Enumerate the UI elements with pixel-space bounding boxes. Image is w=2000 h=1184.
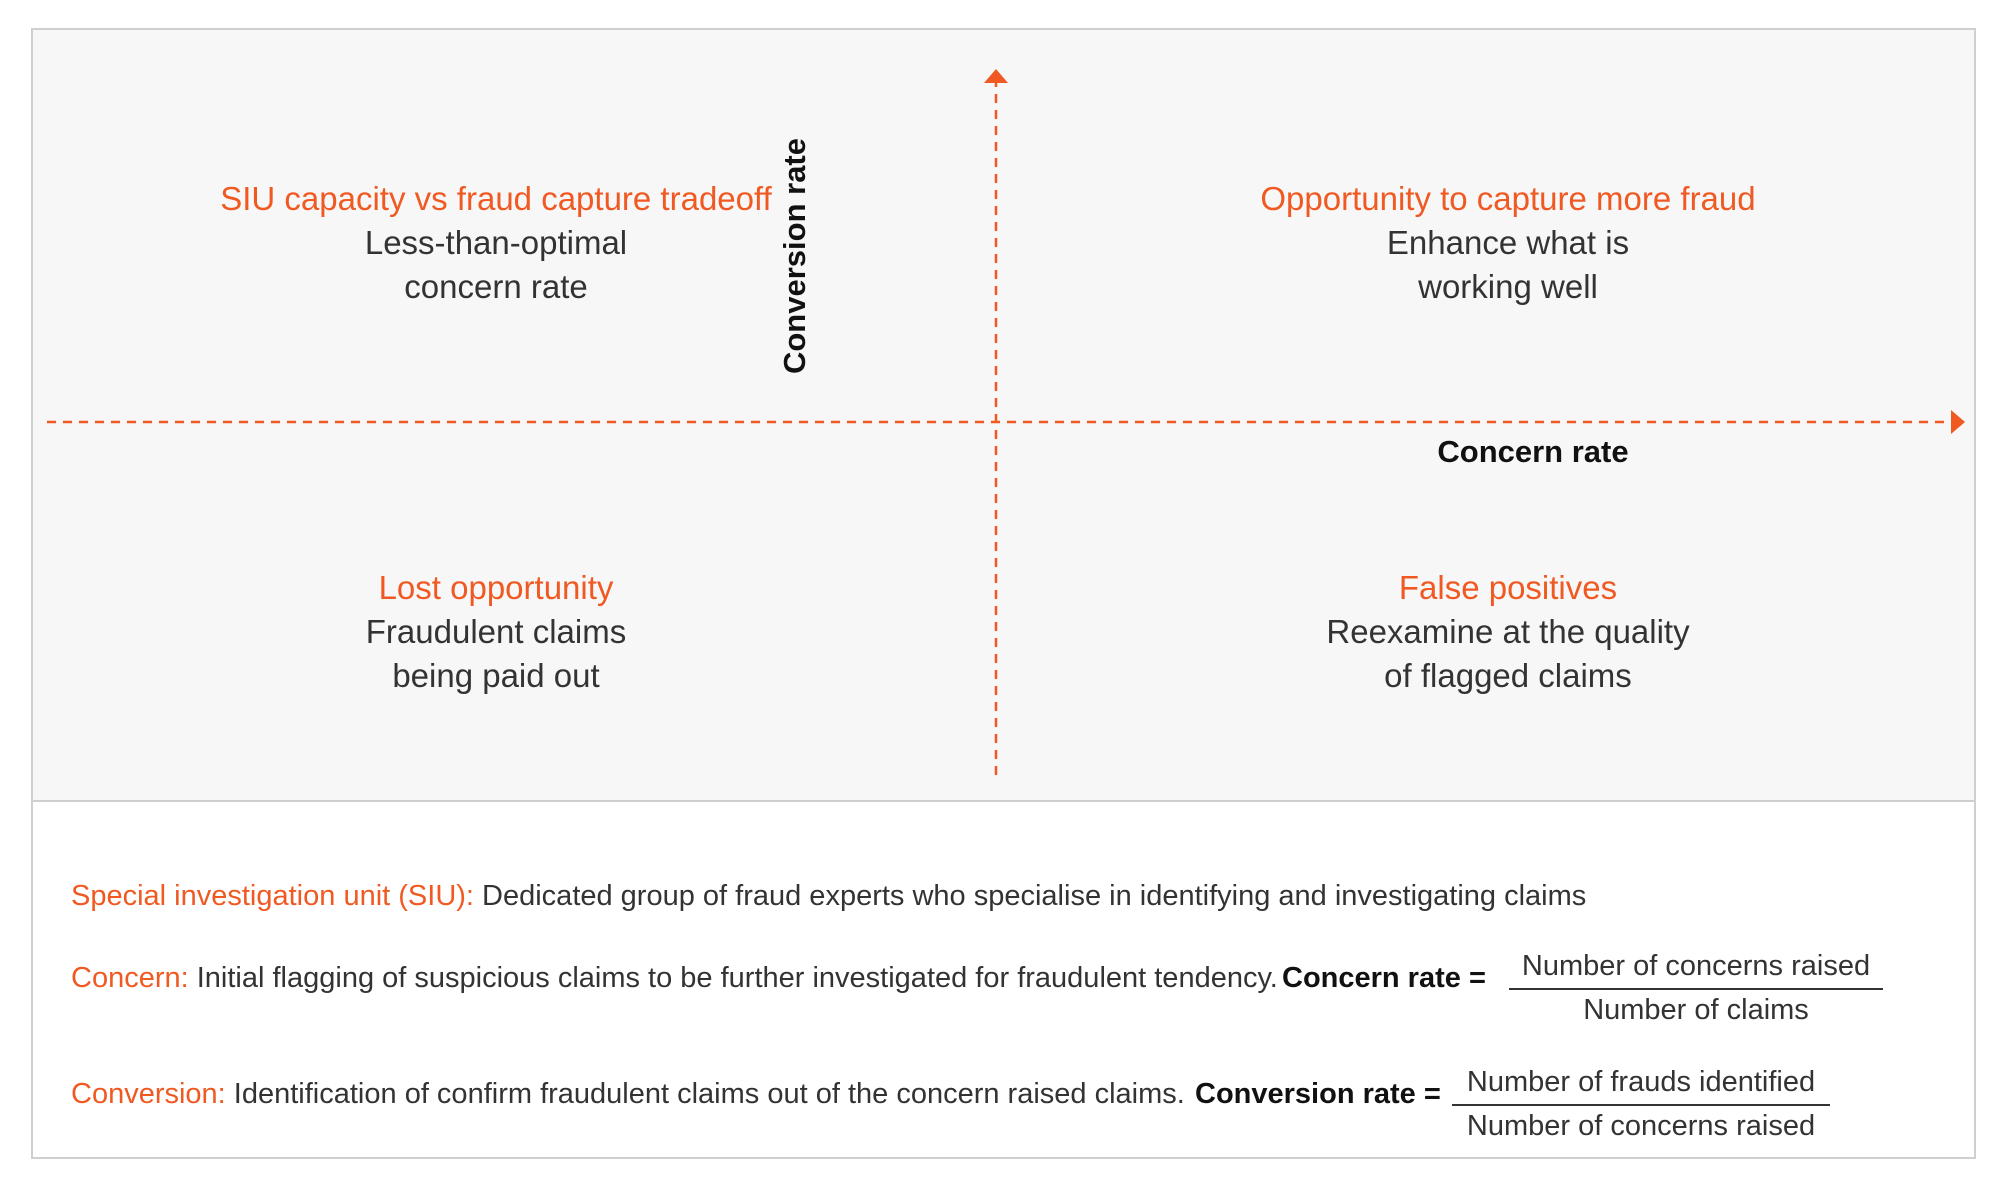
x-axis-label: Concern rate [1437, 434, 1629, 469]
quadrant-title: SIU capacity vs fraud capture tradeoff [220, 180, 772, 217]
definition-text: Dedicated group of fraud experts who spe… [473, 880, 1587, 912]
quadrant-top-left: SIU capacity vs fraud capture tradeoff L… [146, 177, 846, 309]
quadrant-title: Lost opportunity [378, 569, 614, 606]
fraction-numerator: Number of concerns raised [1509, 948, 1883, 990]
quadrant-bottom-left: Lost opportunity Fraudulent claims being… [146, 566, 846, 698]
quadrant-line: working well [1418, 268, 1598, 305]
quadrant-title: False positives [1398, 569, 1618, 606]
y-axis-arrow [984, 69, 1008, 83]
quadrant-line: being paid out [392, 657, 600, 694]
quadrant-panel: Conversion rate Concern rate SIU capacit… [33, 30, 1974, 802]
definition-text: Initial flagging of suspicious claims to… [188, 962, 1278, 994]
concern-rate-label: Concern rate = [1282, 962, 1486, 994]
definition-term: Conversion: [71, 1078, 226, 1110]
definition-siu: Special investigation unit (SIU): Dedica… [71, 880, 1586, 913]
concern-rate-fraction: Number of concerns raised Number of clai… [1509, 948, 1883, 1028]
x-axis-arrow [1951, 410, 1965, 434]
fraction-denominator: Number of concerns raised [1466, 1110, 1816, 1142]
quadrant-line: concern rate [404, 268, 588, 305]
quadrant-title: Opportunity to capture more fraud [1260, 180, 1756, 217]
conversion-rate-fraction: Number of frauds identified Number of co… [1452, 1064, 1830, 1144]
axes [47, 69, 1965, 775]
quadrant-bottom-right: False positives Reexamine at the quality… [1158, 566, 1858, 698]
diagram-frame: Conversion rate Concern rate SIU capacit… [31, 28, 1976, 1159]
conversion-rate-label: Conversion rate = [1195, 1078, 1441, 1110]
quadrant-line: Less-than-optimal [364, 224, 628, 261]
fraction-numerator: Number of frauds identified [1452, 1064, 1830, 1106]
definition-text: Identification of confirm fraudulent cla… [225, 1078, 1185, 1110]
definition-conversion: Conversion: Identification of confirm fr… [71, 1078, 1185, 1111]
quadrant-line: Enhance what is [1386, 224, 1630, 261]
quadrant-line: Reexamine at the quality [1326, 613, 1690, 650]
quadrant-top-right: Opportunity to capture more fraud Enhanc… [1158, 177, 1858, 309]
quadrant-line: Fraudulent claims [365, 613, 627, 650]
quadrant-line: of flagged claims [1384, 657, 1632, 694]
fraction-denominator: Number of claims [1583, 994, 1809, 1026]
definition-concern: Concern: Initial flagging of suspicious … [71, 962, 1278, 995]
definition-term: Concern: [71, 962, 189, 994]
definition-term: Special investigation unit (SIU): [71, 880, 474, 912]
